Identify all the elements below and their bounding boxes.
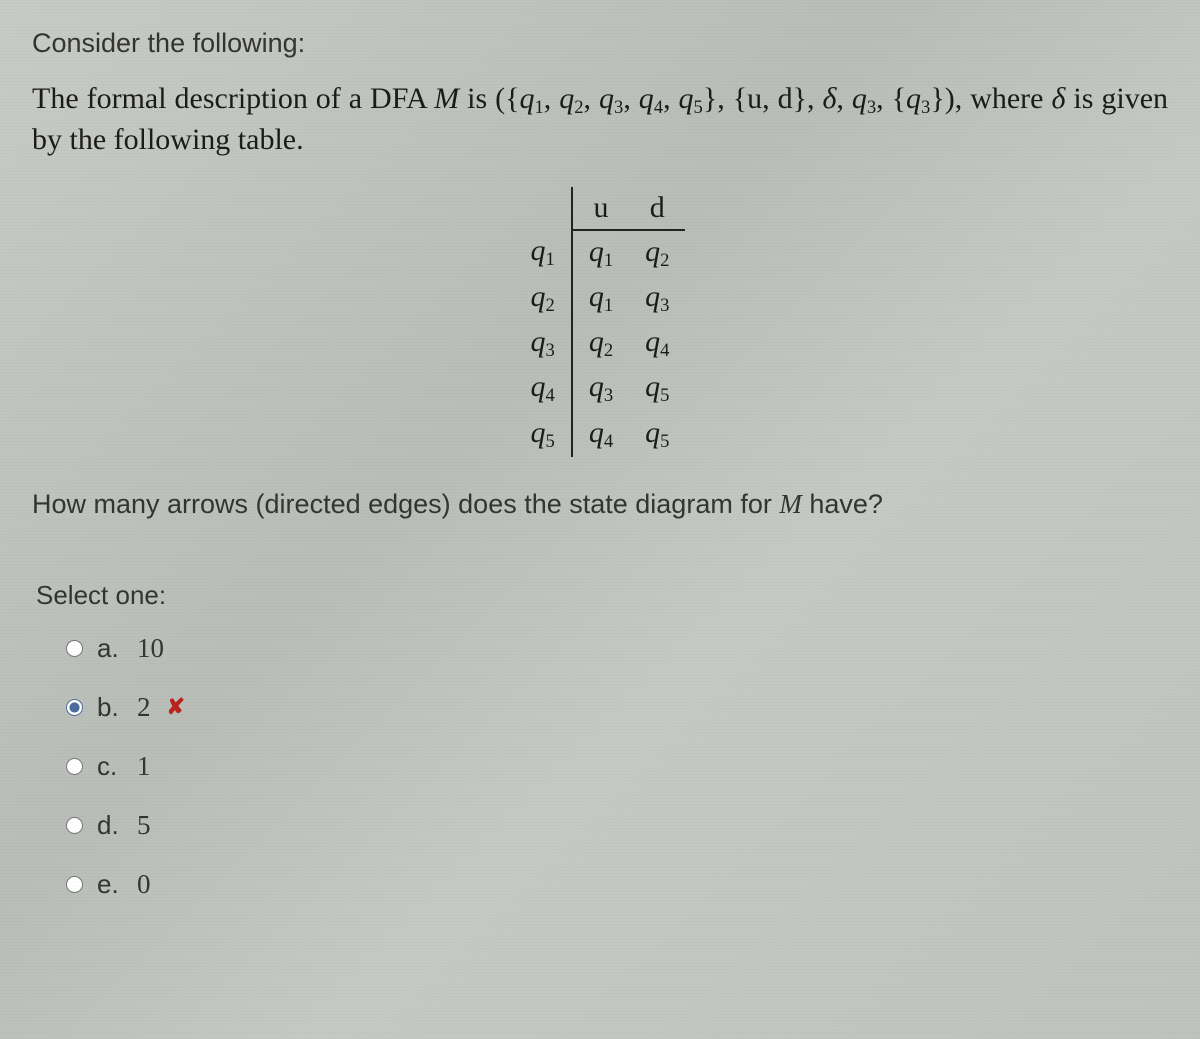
table-cell: q4 bbox=[515, 366, 572, 411]
option-radio[interactable] bbox=[66, 640, 83, 657]
option-letter: c. bbox=[97, 751, 123, 782]
table-cell: q1 bbox=[515, 230, 572, 276]
option-c[interactable]: c. 1 bbox=[66, 751, 1168, 782]
header-d: d bbox=[629, 187, 685, 230]
question-text: How many arrows (directed edges) does th… bbox=[32, 489, 1168, 520]
question-m: M bbox=[779, 489, 802, 519]
table-cell: q5 bbox=[515, 412, 572, 457]
table-row: q4q3q5 bbox=[515, 366, 686, 411]
intro-text: Consider the following: bbox=[32, 28, 1168, 59]
table-row: q3q2q4 bbox=[515, 321, 686, 366]
option-e[interactable]: e. 0 bbox=[66, 869, 1168, 900]
table-header-row: u d bbox=[515, 187, 686, 230]
header-u: u bbox=[572, 187, 629, 230]
dfa-tuple: ({q1, q2, q3, q4, q5}, {u, d}, δ, q3, {q… bbox=[495, 82, 962, 115]
option-value: 1 bbox=[137, 751, 151, 782]
options-list: a. 10 b. 2 ✘ c. 1 d. 5 e. 0 bbox=[32, 633, 1168, 900]
table-cell: q3 bbox=[515, 321, 572, 366]
option-radio[interactable] bbox=[66, 758, 83, 775]
transition-table: u d q1q1q2q2q1q3q3q2q4q4q3q5q5q4q5 bbox=[515, 187, 686, 457]
table-body: q1q1q2q2q1q3q3q2q4q4q3q5q5q4q5 bbox=[515, 230, 686, 457]
table-cell: q1 bbox=[572, 276, 629, 321]
table-row: q1q1q2 bbox=[515, 230, 686, 276]
option-radio[interactable] bbox=[66, 699, 83, 716]
option-d[interactable]: d. 5 bbox=[66, 810, 1168, 841]
table-cell: q4 bbox=[629, 321, 685, 366]
dfa-description: The formal description of a DFA M is ({q… bbox=[32, 79, 1168, 161]
option-value: 10 bbox=[137, 633, 164, 664]
option-a[interactable]: a. 10 bbox=[66, 633, 1168, 664]
header-blank bbox=[515, 187, 572, 230]
option-letter: b. bbox=[97, 692, 123, 723]
desc-prefix: The formal description of a DFA bbox=[32, 82, 434, 115]
table-row: q5q4q5 bbox=[515, 412, 686, 457]
desc-mid: is bbox=[459, 82, 495, 115]
option-value: 5 bbox=[137, 810, 151, 841]
option-letter: d. bbox=[97, 810, 123, 841]
option-radio[interactable] bbox=[66, 876, 83, 893]
table-cell: q3 bbox=[629, 276, 685, 321]
table-cell: q1 bbox=[572, 230, 629, 276]
wrong-mark-icon: ✘ bbox=[167, 694, 185, 720]
option-radio[interactable] bbox=[66, 817, 83, 834]
option-letter: e. bbox=[97, 869, 123, 900]
table-cell: q2 bbox=[572, 321, 629, 366]
option-value: 0 bbox=[137, 869, 151, 900]
transition-table-wrap: u d q1q1q2q2q1q3q3q2q4q4q3q5q5q4q5 bbox=[32, 187, 1168, 457]
option-value: 2 bbox=[137, 692, 151, 723]
table-cell: q5 bbox=[629, 412, 685, 457]
option-letter: a. bbox=[97, 633, 123, 664]
desc-tail-1: where bbox=[970, 82, 1051, 115]
table-row: q2q1q3 bbox=[515, 276, 686, 321]
question-prefix: How many arrows (directed edges) does th… bbox=[32, 489, 779, 519]
table-cell: q2 bbox=[515, 276, 572, 321]
table-cell: q5 bbox=[629, 366, 685, 411]
delta-symbol: δ bbox=[1051, 82, 1065, 115]
table-cell: q3 bbox=[572, 366, 629, 411]
select-one-label: Select one: bbox=[32, 580, 1168, 611]
table-cell: q2 bbox=[629, 230, 685, 276]
option-b[interactable]: b. 2 ✘ bbox=[66, 692, 1168, 723]
table-cell: q4 bbox=[572, 412, 629, 457]
question-suffix: have? bbox=[802, 489, 883, 519]
dfa-name: M bbox=[434, 82, 459, 115]
